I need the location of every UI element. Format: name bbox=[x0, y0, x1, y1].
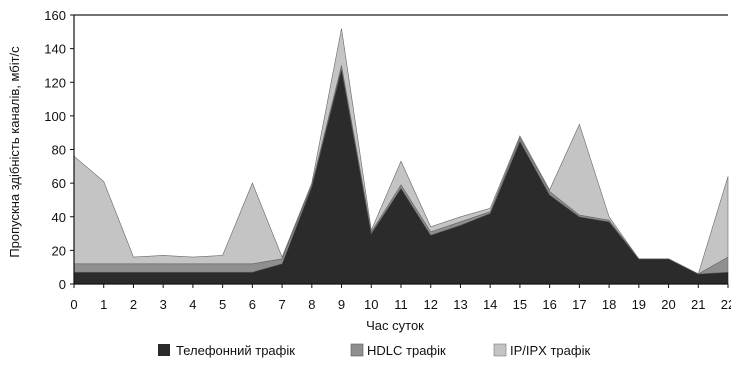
x-tick-label: 19 bbox=[632, 297, 646, 312]
x-tick-label: 12 bbox=[423, 297, 437, 312]
y-tick-label: 0 bbox=[59, 277, 66, 292]
x-tick-label: 5 bbox=[219, 297, 226, 312]
x-axis-label: Час суток bbox=[366, 318, 424, 333]
y-tick-label: 100 bbox=[44, 109, 66, 124]
x-tick-label: 14 bbox=[483, 297, 497, 312]
x-tick-label: 6 bbox=[249, 297, 256, 312]
x-tick-label: 15 bbox=[513, 297, 527, 312]
y-tick-label: 80 bbox=[52, 143, 66, 158]
x-tick-label: 1 bbox=[100, 297, 107, 312]
x-tick-label: 3 bbox=[160, 297, 167, 312]
y-tick-label: 20 bbox=[52, 243, 66, 258]
x-tick-label: 21 bbox=[691, 297, 705, 312]
y-tick-label: 60 bbox=[52, 176, 66, 191]
legend-swatch-hdlc bbox=[350, 343, 364, 357]
legend-swatch-ipipx bbox=[493, 343, 507, 357]
x-tick-label: 4 bbox=[189, 297, 196, 312]
x-tick-label: 17 bbox=[572, 297, 586, 312]
x-tick-label: 2 bbox=[130, 297, 137, 312]
y-tick-label: 40 bbox=[52, 210, 66, 225]
x-tick-label: 13 bbox=[453, 297, 467, 312]
legend-label-telephone: Телефонний трафік bbox=[176, 343, 295, 358]
x-tick-label: 22 bbox=[721, 297, 731, 312]
x-tick-label: 20 bbox=[661, 297, 675, 312]
legend-label-ipipx: IP/IPX трафік bbox=[510, 343, 590, 358]
x-tick-label: 7 bbox=[278, 297, 285, 312]
x-tick-label: 9 bbox=[338, 297, 345, 312]
series-areas bbox=[73, 28, 729, 285]
x-tick-label: 8 bbox=[308, 297, 315, 312]
x-tick-label: 10 bbox=[364, 297, 378, 312]
legend: Телефонний трафік HDLC трафік IP/IPX тра… bbox=[158, 343, 590, 358]
y-axis-label: Пропускна здібність каналів, мбіт/с bbox=[7, 46, 22, 258]
y-tick-label: 140 bbox=[44, 42, 66, 57]
legend-swatch-telephone bbox=[158, 344, 170, 356]
x-tick-label: 18 bbox=[602, 297, 616, 312]
x-tick-label: 0 bbox=[70, 297, 77, 312]
y-tick-label: 120 bbox=[44, 75, 66, 90]
x-tick-label: 16 bbox=[542, 297, 556, 312]
legend-label-hdlc: HDLC трафік bbox=[367, 343, 446, 358]
series-area-2 bbox=[73, 28, 729, 275]
y-tick-label: 160 bbox=[44, 8, 66, 23]
x-tick-label: 11 bbox=[394, 297, 408, 312]
